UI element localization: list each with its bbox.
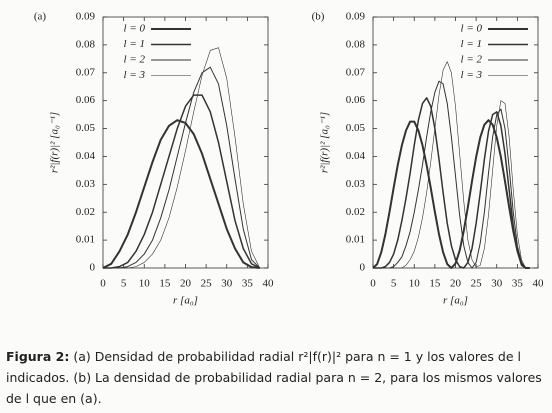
x-tick-label: 15 — [159, 278, 171, 290]
y-tick-label: 0.08 — [76, 38, 96, 50]
y-tick-label: 0 — [360, 262, 366, 274]
y-tick-label: 0.05 — [346, 122, 366, 134]
legend-label: l = 2 — [461, 54, 483, 66]
caption: Figura 2: (a) Densidad de probabilidad r… — [6, 346, 548, 409]
y-tick-label: 0.09 — [76, 11, 96, 23]
y-tick-label: 0.09 — [346, 11, 366, 23]
y-tick-label: 0.02 — [76, 206, 95, 218]
series-line — [103, 66, 261, 269]
x-tick-label: 15 — [429, 278, 441, 290]
caption-label: Figura 2: — [6, 349, 70, 364]
x-tick-label: 10 — [409, 278, 421, 290]
legend-label: l = 0 — [124, 23, 146, 35]
y-tick-label: 0 — [90, 262, 96, 274]
y-tick-label: 0.04 — [76, 150, 96, 162]
legend-label: l = 1 — [124, 38, 145, 50]
x-tick-label: 0 — [100, 278, 106, 290]
y-tick-label: 0.07 — [76, 66, 96, 78]
y-tick-label: 0.04 — [346, 150, 366, 162]
x-tick-label: 30 — [221, 278, 233, 290]
y-tick-label: 0.01 — [76, 234, 95, 246]
y-tick-label: 0.07 — [346, 66, 366, 78]
series-line — [372, 119, 530, 269]
x-tick-label: 20 — [450, 278, 462, 290]
legend-label: l = 2 — [124, 54, 146, 66]
x-tick-label: 40 — [263, 278, 275, 290]
x-tick-label: 35 — [512, 278, 524, 290]
y-tick-label: 0.06 — [346, 94, 366, 106]
series-line — [373, 61, 530, 269]
panel-label: (b) — [312, 11, 325, 23]
legend-label: l = 3 — [461, 69, 483, 81]
y-tick-label: 0.08 — [346, 38, 366, 50]
legend-label: l = 0 — [461, 23, 483, 35]
series-line — [373, 80, 530, 269]
x-tick-label: 25 — [201, 278, 213, 290]
y-axis-label: r²|f(r)|² [a₀⁻¹] — [49, 112, 61, 173]
figure: (a) 0 0.01 0.02 0.03 0.04 0.05 0.06 0.07 0.08 0.09… — [34, 11, 545, 307]
x-axis-label: r [a₀] — [173, 295, 198, 307]
y-tick-label: 0.01 — [346, 234, 365, 246]
panel-label: (a) — [34, 11, 47, 23]
y-tick-label: 0.02 — [346, 206, 365, 218]
x-tick-label: 30 — [491, 278, 503, 290]
x-tick-label: 5 — [391, 278, 397, 290]
x-tick-label: 0 — [370, 278, 376, 290]
series-line — [102, 119, 260, 269]
x-tick-label: 35 — [242, 278, 254, 290]
x-tick-label: 10 — [139, 278, 151, 290]
series-line — [373, 97, 530, 269]
series-line — [103, 94, 261, 269]
legend-label: l = 3 — [124, 69, 146, 81]
x-tick-label: 20 — [180, 278, 192, 290]
y-tick-label: 0.05 — [76, 122, 96, 134]
legend-label: l = 1 — [461, 38, 482, 50]
y-tick-label: 0.06 — [76, 94, 96, 106]
series-line — [103, 47, 261, 269]
y-tick-label: 0.03 — [346, 178, 366, 190]
x-tick-label: 25 — [471, 278, 483, 290]
x-axis-label: r [a₀] — [443, 295, 468, 307]
x-tick-label: 5 — [121, 278, 127, 290]
y-axis-label: r²|f(r)|² [a₀⁻¹] — [319, 112, 331, 173]
x-tick-label: 40 — [533, 278, 545, 290]
caption-text: (a) Densidad de probabilidad radial r²|f… — [6, 349, 542, 406]
y-tick-label: 0.03 — [76, 178, 96, 190]
